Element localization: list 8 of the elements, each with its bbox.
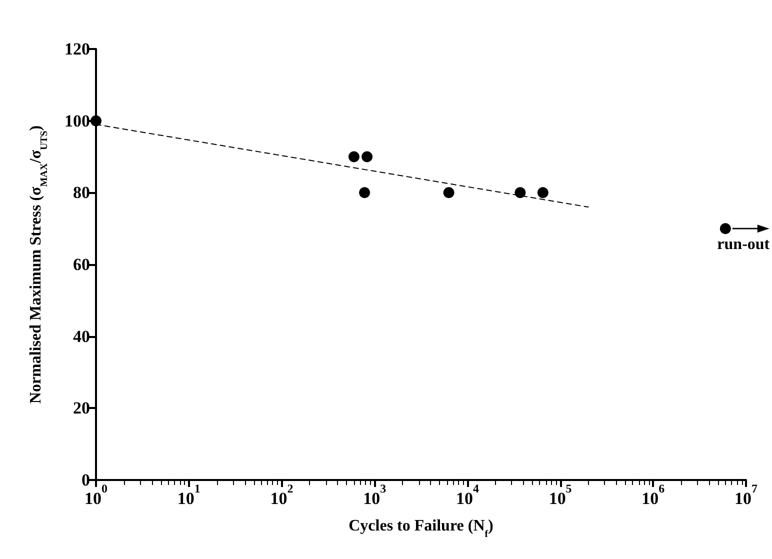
y-tick-label: 20 bbox=[73, 398, 90, 418]
y-axis-title: Normalised Maximum Stress (σMAX/σUTS) bbox=[28, 125, 50, 404]
y-tick-label: 40 bbox=[73, 326, 90, 346]
annotation: run-out bbox=[717, 236, 770, 254]
y-tick-label: 80 bbox=[73, 183, 90, 202]
y-tick-label: 100 bbox=[64, 111, 90, 130]
y-tick-label: 120 bbox=[64, 40, 90, 58]
y-tick-label: 60 bbox=[73, 255, 90, 274]
